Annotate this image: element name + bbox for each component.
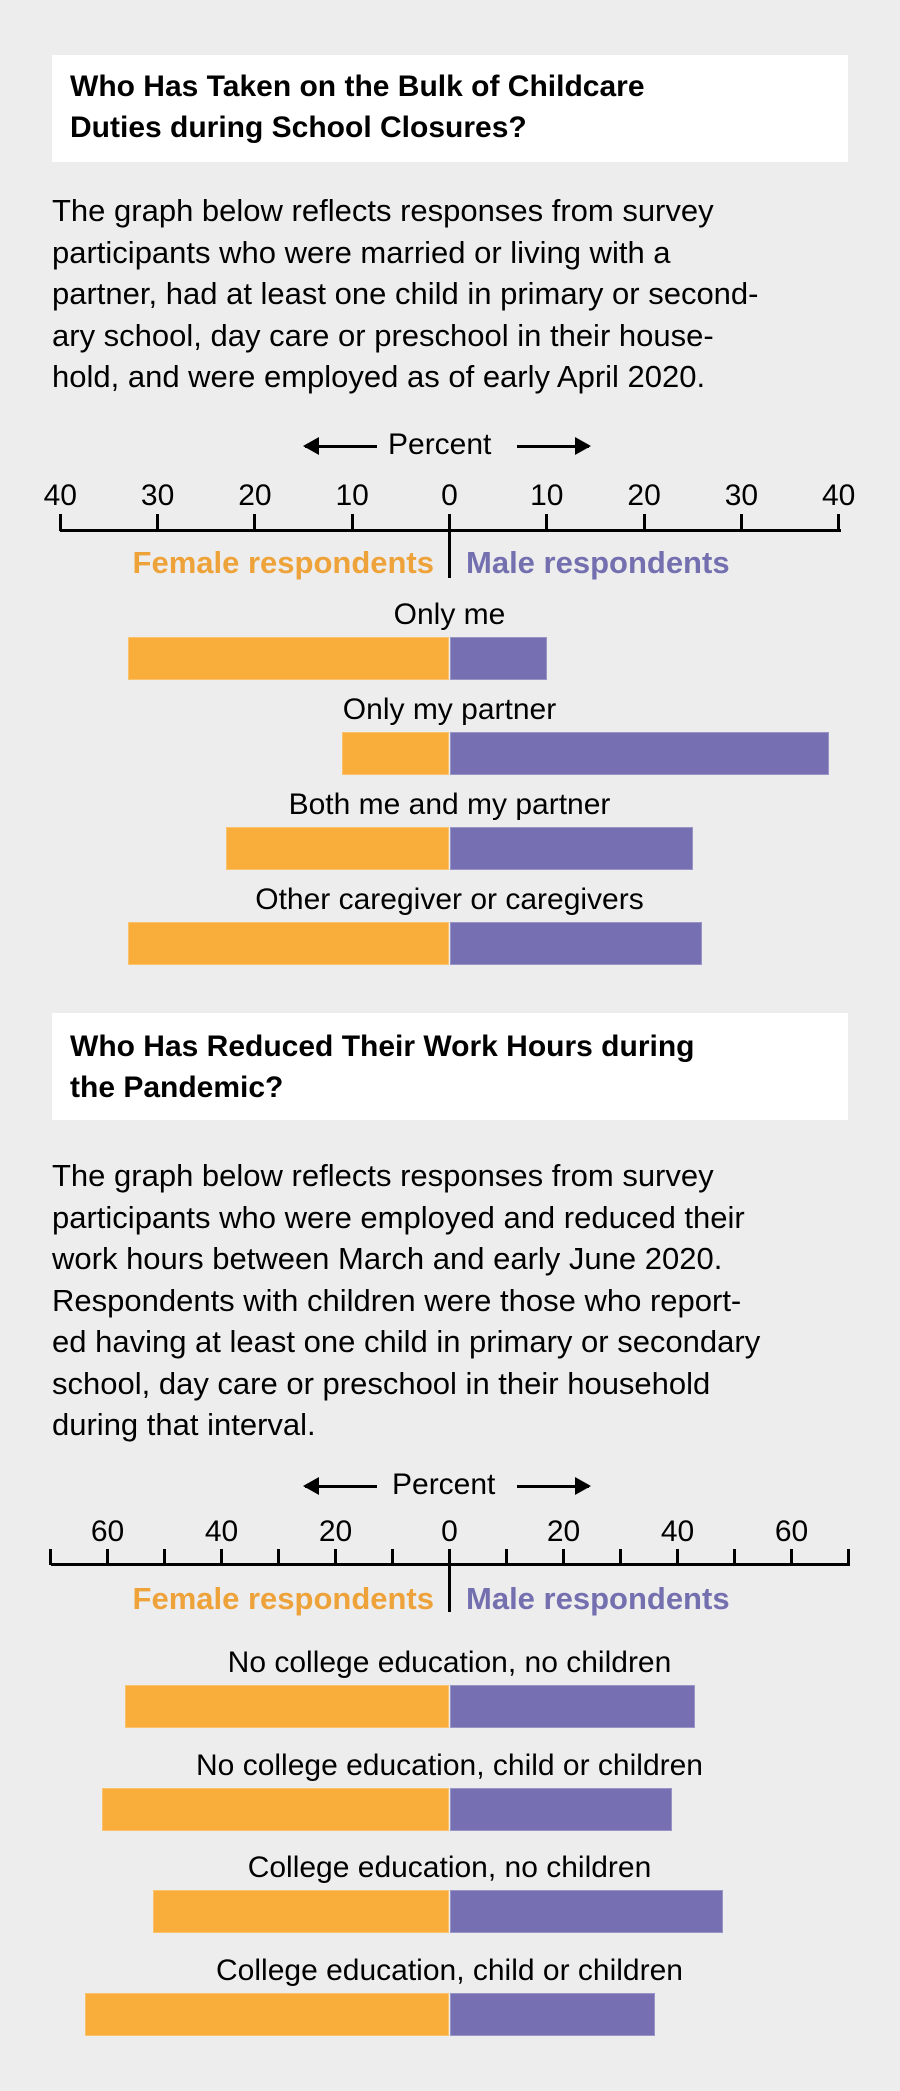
bar-female xyxy=(128,637,450,680)
chart1-title-box: Who Has Taken on the Bulk of Childcare D… xyxy=(52,55,848,162)
axis-tick-label: 30 xyxy=(140,479,175,512)
bar-female xyxy=(342,732,450,775)
legend-female: Female respondents xyxy=(132,1581,434,1616)
axis-tick xyxy=(619,1549,622,1565)
chart2-title-box: Who Has Reduced Their Work Hours during … xyxy=(52,1013,848,1120)
description-line: Respondents with children were those who… xyxy=(52,1282,742,1318)
axis-tick-label: 40 xyxy=(43,479,77,512)
description-line: ary school, day care or preschool in the… xyxy=(52,317,714,353)
axis-tick-label: 60 xyxy=(90,1515,125,1548)
legend-male: Male respondents xyxy=(466,545,730,580)
bar-female xyxy=(101,1787,450,1831)
description-line: participants who were employed and reduc… xyxy=(52,1199,745,1235)
chart1-title-line-1: Who Has Taken on the Bulk of Childcare xyxy=(70,70,645,103)
category-label: Other caregiver or caregivers xyxy=(255,883,644,916)
description-line: hold, and were employed as of early Apri… xyxy=(52,359,706,394)
description-line: work hours between March and early June … xyxy=(52,1241,723,1276)
chart2-zero-line xyxy=(448,1564,451,1612)
axis-tick xyxy=(334,1549,337,1565)
axis-tick xyxy=(253,514,257,531)
chart2-title-line-2: the Pandemic? xyxy=(70,1071,284,1104)
axis-tick xyxy=(847,1549,850,1565)
axis-tick xyxy=(58,514,62,531)
description-line: The graph below reflects responses from … xyxy=(52,193,714,228)
axis-tick-label: 10 xyxy=(530,479,564,512)
bar-female xyxy=(84,1993,450,2037)
bar-male xyxy=(449,1993,655,2037)
axis-tick-label: 30 xyxy=(724,479,759,512)
axis-tick xyxy=(156,514,160,531)
axis-tick-label: 60 xyxy=(774,1515,809,1548)
axis-tick-label: 40 xyxy=(204,1515,239,1548)
bar-female xyxy=(128,922,450,965)
description-line: The graph below reflects responses from … xyxy=(52,1158,714,1193)
axis-tick xyxy=(562,1549,565,1565)
axis-tick xyxy=(642,514,646,531)
bar-male xyxy=(449,732,829,775)
axis-tick xyxy=(505,1549,508,1565)
bar-male xyxy=(449,1890,724,1934)
chart2-title-line-1: Who Has Reduced Their Work Hours during xyxy=(70,1030,695,1063)
axis-tick xyxy=(448,514,451,531)
category-label: Only my partner xyxy=(342,693,557,726)
axis-tick xyxy=(106,1549,109,1565)
description-line: during that interval. xyxy=(52,1407,316,1442)
axis-tick xyxy=(733,1549,736,1565)
chart1-description: The graph below reflects responses from … xyxy=(52,190,759,398)
category-label: Only me xyxy=(393,598,506,631)
axis-tick xyxy=(163,1549,166,1565)
right-arrow-icon xyxy=(517,437,591,455)
axis-tick-label: 0 xyxy=(441,479,458,512)
category-label: Both me and my partner xyxy=(288,788,611,821)
axis-tick-label: 0 xyxy=(441,1515,458,1548)
bar-male xyxy=(449,1685,695,1728)
axis-tick xyxy=(49,1549,52,1565)
chart2-description: The graph below reflects responses from … xyxy=(52,1155,760,1446)
axis-tick-label: 40 xyxy=(660,1515,695,1548)
bar-male xyxy=(449,1787,672,1831)
axis-tick-label: 20 xyxy=(627,479,661,512)
category-label: No college education, child or children xyxy=(196,1748,703,1782)
axis-tick xyxy=(739,514,743,531)
axis-tick xyxy=(790,1549,793,1565)
axis-tick xyxy=(350,514,354,531)
description-line: ed having at least one child in primary … xyxy=(52,1324,761,1359)
category-label: College education, child or children xyxy=(216,1954,683,1988)
left-arrow-icon xyxy=(303,1477,377,1495)
category-label: No college education, no children xyxy=(227,1646,672,1679)
axis-tick xyxy=(391,1549,394,1565)
axis-tick xyxy=(676,1549,679,1565)
axis-tick-label: 10 xyxy=(335,479,369,512)
axis-tick xyxy=(545,514,549,531)
description-line: partner, had at least one child in prima… xyxy=(52,276,759,311)
category-label: College education, no children xyxy=(247,1851,652,1885)
axis-tick-label: 20 xyxy=(318,1515,353,1548)
axis-tick xyxy=(837,514,841,531)
bar-male xyxy=(449,827,693,870)
legend-male: Male respondents xyxy=(466,1581,730,1616)
bar-female xyxy=(124,1685,450,1728)
axis-tick-label: 40 xyxy=(822,479,856,512)
legend-female: Female respondents xyxy=(132,545,434,580)
bar-female xyxy=(153,1890,450,1934)
axis-tick xyxy=(277,1549,280,1565)
left-arrow-icon xyxy=(303,437,377,455)
bar-male xyxy=(449,637,547,680)
description-line: school, day care or preschool in their h… xyxy=(52,1365,711,1401)
description-line: participants who were married or living … xyxy=(52,234,671,270)
right-arrow-icon xyxy=(517,1477,591,1495)
axis-tick xyxy=(448,1549,451,1565)
bar-male xyxy=(449,922,703,965)
chart1-title-line-2: Duties during School Closures? xyxy=(70,111,527,144)
chart1-axis-title: Percent xyxy=(388,428,492,461)
axis-tick-label: 20 xyxy=(546,1515,581,1548)
axis-tick xyxy=(220,1549,223,1565)
bar-female xyxy=(225,827,450,870)
axis-tick-label: 20 xyxy=(238,479,272,512)
chart1-zero-line xyxy=(448,530,451,578)
chart2-axis-title: Percent xyxy=(392,1468,496,1501)
